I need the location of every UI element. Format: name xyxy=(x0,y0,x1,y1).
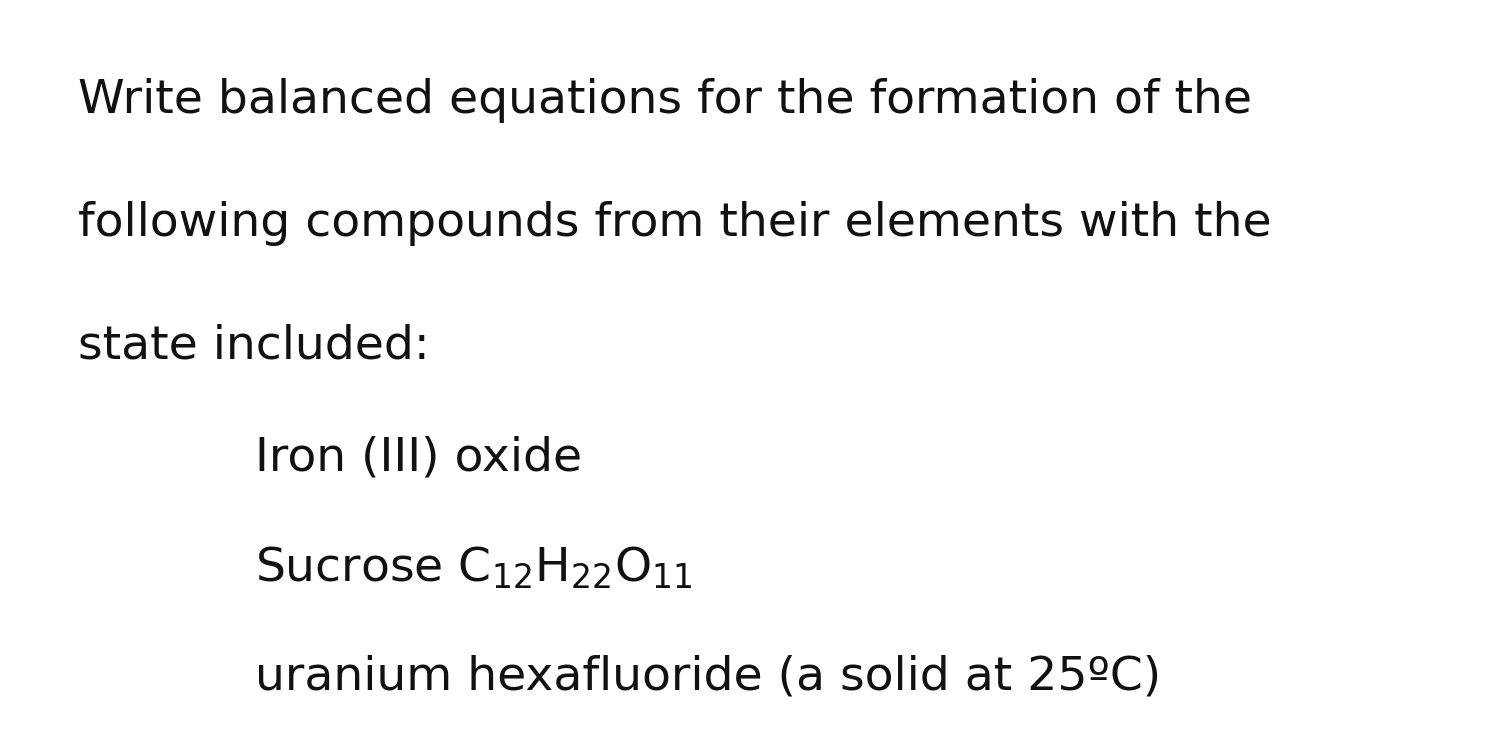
Text: following compounds from their elements with the: following compounds from their elements … xyxy=(78,201,1272,246)
Text: Iron (III) oxide: Iron (III) oxide xyxy=(255,435,582,480)
Text: uranium hexafluoride (a solid at 25ºC): uranium hexafluoride (a solid at 25ºC) xyxy=(255,655,1161,699)
Text: state included:: state included: xyxy=(78,324,429,368)
Text: Write balanced equations for the formation of the: Write balanced equations for the formati… xyxy=(78,78,1252,123)
Text: Sucrose C$_{12}$H$_{22}$O$_{11}$: Sucrose C$_{12}$H$_{22}$O$_{11}$ xyxy=(255,545,693,591)
